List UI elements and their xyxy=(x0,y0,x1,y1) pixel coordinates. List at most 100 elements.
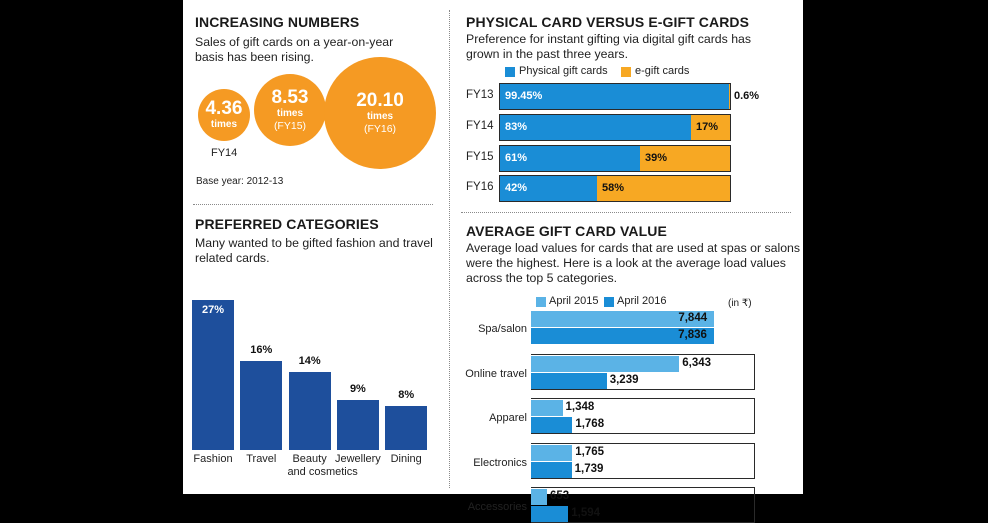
right-divider xyxy=(461,212,791,213)
category-bar-label: 27% xyxy=(201,304,225,316)
legend-2016-label: April 2016 xyxy=(617,295,667,307)
average-subtitle-2: were the highest. Here is a look at the … xyxy=(466,256,786,270)
growth-circle-year: (FY16) xyxy=(363,123,397,135)
growth-circle-unit: times xyxy=(276,107,304,119)
bar-april-2015 xyxy=(531,400,563,416)
average-title: AVERAGE GIFT CARD VALUE xyxy=(466,223,667,239)
category-bar xyxy=(336,400,379,450)
physical-title: PHYSICAL CARD VERSUS E-GIFT CARDS xyxy=(466,14,750,30)
category-tick-label: and cosmetics xyxy=(287,466,358,478)
category-box xyxy=(531,353,755,390)
stacked-row xyxy=(499,145,731,172)
growth-circle-year: (FY15) xyxy=(273,119,307,132)
value-label-2016: 1,768 xyxy=(575,418,605,430)
average-category-label: Spa/salon xyxy=(478,323,527,335)
value-label-2016: 7,836 xyxy=(678,329,707,341)
physical-subtitle-1: Preference for instant gifting via digit… xyxy=(466,32,752,46)
physical-segment xyxy=(500,176,597,201)
bar-april-2015 xyxy=(531,311,715,327)
bar-april-2016 xyxy=(531,328,715,344)
egift-segment xyxy=(691,115,730,140)
value-label-2015: 653 xyxy=(550,490,570,502)
growth-circle-text: 20.10 times (FY16) xyxy=(324,90,436,136)
category-bar-label: 8% xyxy=(398,388,415,401)
value-label-2016: 3,239 xyxy=(609,373,639,386)
value-label-2015: 7,844 xyxy=(678,312,708,324)
category-bar-label: 16% xyxy=(250,344,273,357)
growth-circle-text: 4.36 times xyxy=(198,97,250,131)
bar-april-2016 xyxy=(531,372,607,389)
average-category-label: Accessories xyxy=(467,501,527,513)
bar-april-2016 xyxy=(531,417,573,433)
average-subtitle-3: across the top 5 categories. xyxy=(466,271,618,285)
physical-percent-label: 99.45% xyxy=(505,90,543,102)
fy-label: FY14 xyxy=(466,120,494,132)
growth-circle-value: 20.10 xyxy=(356,90,404,111)
average-subtitle-1: Average load values for cards that are u… xyxy=(466,241,801,255)
growth-circle-unit: times xyxy=(210,118,238,130)
value-label-2016: 1,739 xyxy=(574,462,604,475)
growth-circle-value: 8.53 xyxy=(271,86,309,108)
left-divider xyxy=(193,204,433,205)
average-category-label: Online travel xyxy=(465,367,527,380)
average-category-label: Apparel xyxy=(489,412,527,424)
physical-percent-label: 61% xyxy=(505,152,528,164)
physical-segment xyxy=(500,115,691,140)
unit-label: (in ₹) xyxy=(728,298,752,309)
bar-april-2016 xyxy=(531,506,569,522)
growth-circle-value: 4.36 xyxy=(205,97,243,119)
value-label-2015: 1,765 xyxy=(575,445,605,458)
fy-label: FY13 xyxy=(466,89,494,101)
egift-segment xyxy=(729,84,730,109)
bar-april-2015 xyxy=(531,355,680,372)
egift-percent-label: 17% xyxy=(696,121,719,133)
fy-label: FY16 xyxy=(466,181,494,193)
physical-percent-label: 42% xyxy=(505,182,528,194)
increasing-title: INCREASING NUMBERS xyxy=(195,14,360,30)
preferred-title: PREFERRED CATEGORIES xyxy=(195,216,379,232)
fy-label: FY15 xyxy=(466,151,494,163)
value-label-2015: 1,348 xyxy=(565,401,595,413)
bar-april-2015 xyxy=(531,489,547,505)
bar-april-2015 xyxy=(531,444,573,461)
legend-2016-swatch xyxy=(604,297,614,307)
preferred-subtitle-2: related cards. xyxy=(195,251,270,265)
legend-2015-label: April 2015 xyxy=(549,295,599,307)
value-label-2016: 1,594 xyxy=(571,507,601,519)
category-tick-label: Jewellery xyxy=(334,453,381,465)
physical-subtitle-2: grown in the past three years. xyxy=(466,47,628,61)
category-bar xyxy=(240,361,283,450)
stacked-row xyxy=(499,175,731,202)
egift-segment xyxy=(597,176,730,201)
category-box xyxy=(531,398,755,434)
category-tick-label: Dining xyxy=(390,453,422,465)
growth-circle-fy14: 4.36 times xyxy=(197,88,251,142)
legend-physical-label: Physical gift cards xyxy=(519,65,608,77)
vertical-divider xyxy=(449,10,450,488)
growth-circle-fy16: 20.10 times (FY16) xyxy=(324,57,436,169)
increasing-subtitle-1: Sales of gift cards on a year-on-year xyxy=(195,35,394,49)
growth-circle-text: 8.53 times (FY15) xyxy=(254,86,327,132)
legend-2015-swatch xyxy=(536,297,546,307)
increasing-subtitle-2: basis has been rising. xyxy=(195,50,314,64)
legend-physical-swatch xyxy=(505,67,515,77)
category-tick-label: Fashion xyxy=(193,453,233,465)
category-tick-label: Travel xyxy=(246,453,277,465)
average-category-label: Electronics xyxy=(473,456,527,469)
legend-egift-swatch xyxy=(621,67,631,77)
stacked-row xyxy=(499,114,731,141)
physical-segment xyxy=(500,84,729,109)
stacked-row xyxy=(499,83,731,110)
physical-segment xyxy=(500,146,640,171)
preferred-subtitle-1: Many wanted to be gifted fashion and tra… xyxy=(195,236,433,250)
egift-percent-label: 0.6% xyxy=(734,90,760,102)
egift-percent-label: 39% xyxy=(645,152,668,164)
physical-percent-label: 83% xyxy=(505,121,528,133)
category-bar xyxy=(192,300,234,450)
egift-segment xyxy=(640,146,730,171)
growth-circle-fy15: 8.53 times (FY15) xyxy=(253,73,327,147)
bar-april-2016 xyxy=(531,461,572,478)
legend-egift-label: e-gift cards xyxy=(635,65,690,77)
category-bar-label: 14% xyxy=(298,355,321,368)
growth-circle-unit: times xyxy=(366,111,394,122)
